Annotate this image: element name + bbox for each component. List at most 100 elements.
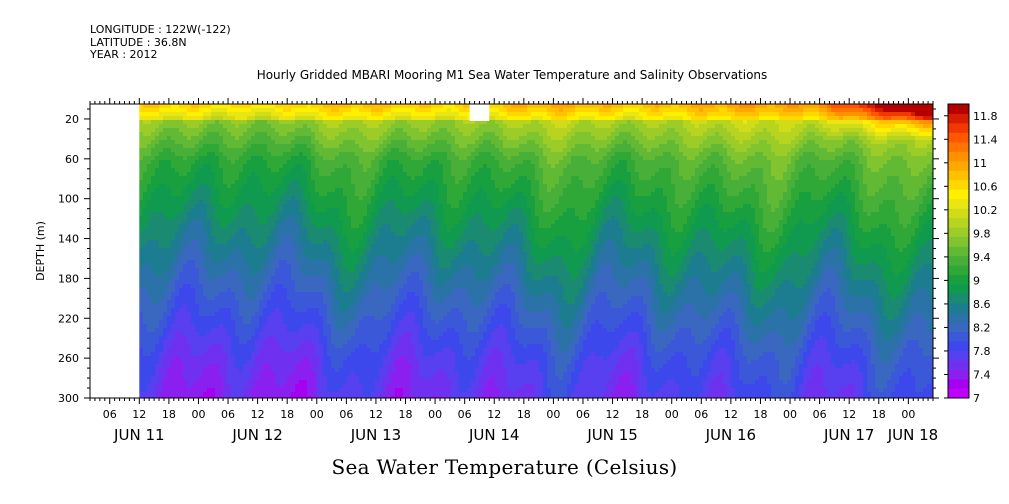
temperature-cell [391,376,396,381]
temperature-cell [139,280,144,285]
temperature-cell [195,380,200,385]
temperature-cell [187,196,192,201]
temperature-cell [167,188,172,193]
temperature-cell [211,380,216,385]
temperature-cell [175,308,180,313]
temperature-cell [367,172,372,177]
temperature-cell [191,176,196,181]
temperature-cell [211,172,216,177]
temperature-cell [307,276,312,281]
temperature-cell [215,384,220,389]
temperature-cell [319,312,324,317]
temperature-cell [179,396,184,398]
temperature-cell [291,240,296,245]
temperature-cell [407,104,412,109]
temperature-cell [295,292,300,297]
temperature-cell [367,376,372,381]
temperature-cell [195,336,200,341]
temperature-cell [247,292,252,297]
temperature-cell [327,312,332,317]
temperature-cell [199,256,204,261]
temperature-cell [267,272,272,277]
temperature-cell [371,356,376,361]
temperature-cell [275,396,280,398]
temperature-cell [363,272,368,277]
temperature-cell [275,212,280,217]
temperature-cell [319,380,324,385]
temperature-cell [295,212,300,217]
temperature-cell [347,112,352,117]
temperature-cell [379,140,384,145]
temperature-cell [191,116,196,121]
temperature-cell [267,156,272,161]
temperature-cell [355,112,360,117]
temperature-cell [395,384,400,389]
temperature-cell [255,312,260,317]
temperature-cell [219,152,224,157]
temperature-cell [295,316,300,321]
temperature-cell [279,372,284,377]
temperature-cell [139,176,144,181]
temperature-cell [359,172,364,177]
temperature-cell [195,152,200,157]
temperature-cell [255,132,260,137]
temperature-cell [171,184,176,189]
temperature-cell [367,216,372,221]
temperature-cell [367,192,372,197]
temperature-cell [183,372,188,377]
temperature-cell [263,136,268,141]
temperature-cell [403,212,408,217]
temperature-cell [187,312,192,317]
temperature-cell [175,200,180,205]
temperature-cell [255,324,260,329]
temperature-cell [167,212,172,217]
temperature-cell [235,380,240,385]
temperature-cell [227,224,232,229]
temperature-cell [243,124,248,129]
temperature-cell [223,120,228,125]
temperature-cell [255,228,260,233]
temperature-cell [307,188,312,193]
temperature-cell [159,224,164,229]
temperature-cell [383,356,388,361]
temperature-cell [199,312,204,317]
temperature-cell [231,124,236,129]
temperature-cell [307,284,312,289]
temperature-cell [351,160,356,165]
temperature-cell [187,300,192,305]
temperature-cell [187,320,192,325]
temperature-cell [179,176,184,181]
temperature-cell [223,112,228,117]
temperature-cell [331,204,336,209]
temperature-cell [143,156,148,161]
temperature-cell [295,308,300,313]
temperature-cell [235,116,240,121]
temperature-cell [267,292,272,297]
temperature-cell [331,344,336,349]
temperature-cell [195,260,200,265]
temperature-cell [403,260,408,265]
temperature-cell [271,252,276,257]
temperature-cell [307,280,312,285]
temperature-cell [311,188,316,193]
temperature-cell [367,360,372,365]
temperature-cell [331,276,336,281]
temperature-cell [179,128,184,133]
temperature-cell [155,264,160,269]
temperature-cell [339,372,344,377]
temperature-cell [319,360,324,365]
temperature-cell [219,176,224,181]
temperature-cell [147,380,152,385]
temperature-cell [371,224,376,229]
temperature-cell [247,144,252,149]
temperature-cell [383,104,388,109]
temperature-cell [387,372,392,377]
temperature-cell [271,316,276,321]
temperature-cell [211,124,216,129]
temperature-cell [323,360,328,365]
temperature-cell [183,380,188,385]
temperature-cell [299,192,304,197]
temperature-cell [167,388,172,393]
temperature-cell [375,252,380,257]
temperature-cell [203,340,208,345]
